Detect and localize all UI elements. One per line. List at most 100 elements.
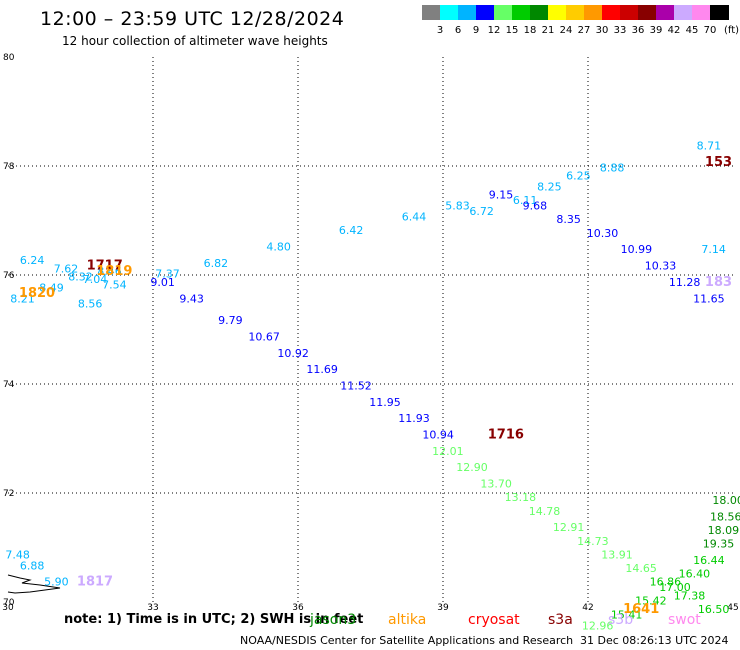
- data-point-label: 16.50: [698, 603, 730, 616]
- data-point-label: 7.62: [54, 262, 79, 275]
- legend-entry-jason3: jason3: [310, 612, 357, 628]
- color-scale-label: 3: [436, 25, 444, 36]
- data-point-label: 7.54: [102, 279, 127, 292]
- color-scale-label: 18: [523, 25, 537, 36]
- data-point-label: 18.00: [712, 494, 740, 507]
- color-scale-swatch: [710, 5, 729, 20]
- coastline-shape: [7, 574, 61, 594]
- data-point-label: 18.09: [708, 524, 740, 537]
- color-scale-label: 42: [667, 25, 681, 36]
- y-tick-label: 80: [3, 53, 15, 63]
- data-point-label: 7.04: [83, 273, 108, 286]
- color-scale-label: 36: [631, 25, 645, 36]
- pass-time-label: 1716: [488, 428, 524, 443]
- color-scale-swatch: [548, 5, 567, 20]
- color-scale-swatch: [440, 5, 459, 20]
- data-point-label: 19.35: [703, 538, 735, 551]
- data-point-label: 6.82: [204, 257, 229, 270]
- data-point-label: 11.95: [369, 396, 401, 409]
- data-point-label: 16.40: [679, 567, 711, 580]
- color-scale-swatch: [584, 5, 603, 20]
- color-scale-swatch: [656, 5, 675, 20]
- data-point-label: 8.49: [39, 281, 64, 294]
- data-point-label: 14.73: [577, 535, 609, 548]
- data-point-label: 6.44: [402, 211, 427, 224]
- color-scale-swatch: [422, 5, 441, 20]
- data-point-label: 5.83: [445, 200, 470, 213]
- color-scale-swatch: [458, 5, 477, 20]
- color-scale-label: 33: [613, 25, 627, 36]
- legend-entry-swot: swot: [668, 612, 701, 628]
- color-scale-label: 21: [541, 25, 555, 36]
- data-point-label: 12.01: [432, 445, 464, 458]
- data-point-label: 8.46: [97, 265, 122, 278]
- data-point-label: 12.96: [582, 619, 614, 632]
- data-point-label: 7.48: [5, 548, 30, 561]
- data-point-label: 8.21: [10, 292, 35, 305]
- y-tick-label: 74: [3, 380, 15, 390]
- legend-entry-s3a: s3a: [548, 612, 573, 628]
- data-point-label: 13.91: [601, 548, 633, 561]
- pass-time-label: 1717: [87, 259, 123, 274]
- pass-time-label: 183: [705, 275, 732, 290]
- data-point-label: 7.37: [155, 268, 180, 281]
- color-scale-swatch: [512, 5, 531, 20]
- color-scale-swatch: [566, 5, 585, 20]
- legend-entry-s3b: s3b: [608, 612, 634, 628]
- data-source: NOAA/NESDIS Center for Satellite Applica…: [240, 634, 574, 647]
- pass-time-label: 1819: [96, 264, 132, 279]
- data-point-label: 10.94: [422, 429, 454, 442]
- data-point-label: 13.70: [480, 478, 512, 491]
- x-tick-label: 33: [147, 603, 158, 613]
- data-point-label: 12.90: [456, 461, 488, 474]
- data-point-label: 11.52: [340, 379, 372, 392]
- x-tick-label: 30: [2, 603, 14, 613]
- data-point-label: 11.28: [669, 276, 701, 289]
- pass-time-label: 1641: [623, 602, 659, 617]
- data-point-label: 16.86: [650, 576, 682, 589]
- y-tick-label: 76: [3, 271, 15, 281]
- data-point-label: 6.25: [566, 170, 591, 183]
- data-point-label: 11.65: [693, 292, 725, 305]
- color-scale-swatch: [638, 5, 657, 20]
- color-scale-label: 24: [559, 25, 573, 36]
- data-point-label: 9.15: [489, 189, 514, 202]
- data-point-label: 17.38: [674, 589, 706, 602]
- data-point-label: 5.90: [44, 576, 69, 589]
- data-point-label: 9.01: [150, 276, 175, 289]
- color-scale-unit: (ft): [724, 25, 740, 36]
- data-point-label: 6.24: [20, 254, 45, 267]
- data-point-label: 6.42: [339, 224, 364, 237]
- pass-time-label: 153: [705, 155, 732, 170]
- data-point-label: 11.69: [306, 363, 338, 376]
- color-scale-swatch: [692, 5, 711, 20]
- chart-title: 12:00 – 23:59 UTC 12/28/2024: [40, 8, 345, 30]
- data-point-label: 10.30: [587, 227, 619, 240]
- data-point-label: 4.80: [266, 240, 291, 253]
- color-scale-label: 30: [595, 25, 609, 36]
- color-scale-label: 9: [472, 25, 480, 36]
- data-point-label: 13.18: [505, 491, 537, 504]
- y-tick-label: 72: [3, 489, 14, 499]
- chart-subtitle: 12 hour collection of altimeter wave hei…: [62, 34, 328, 48]
- data-point-label: 17.00: [659, 581, 691, 594]
- color-scale-label: 45: [685, 25, 699, 36]
- generated-timestamp: 31 Dec 08:26:13 UTC 2024: [580, 634, 729, 647]
- color-scale-label: 70: [703, 25, 717, 36]
- data-point-label: 8.25: [537, 181, 562, 194]
- color-scale-label: 39: [649, 25, 663, 36]
- color-scale-label: 6: [454, 25, 462, 36]
- data-point-label: 16.44: [693, 554, 725, 567]
- data-point-label: 10.92: [277, 347, 309, 360]
- y-tick-label: 70: [3, 598, 15, 608]
- color-scale-label: 27: [577, 25, 591, 36]
- data-point-label: 6.11: [513, 194, 538, 207]
- color-scale-swatch: [674, 5, 693, 20]
- data-point-label: 8.32: [68, 270, 93, 283]
- color-scale-label: 15: [505, 25, 519, 36]
- data-point-label: 9.79: [218, 314, 243, 327]
- color-scale-swatch: [494, 5, 513, 20]
- x-tick-label: 36: [292, 603, 304, 613]
- data-point-label: 12.91: [553, 521, 585, 534]
